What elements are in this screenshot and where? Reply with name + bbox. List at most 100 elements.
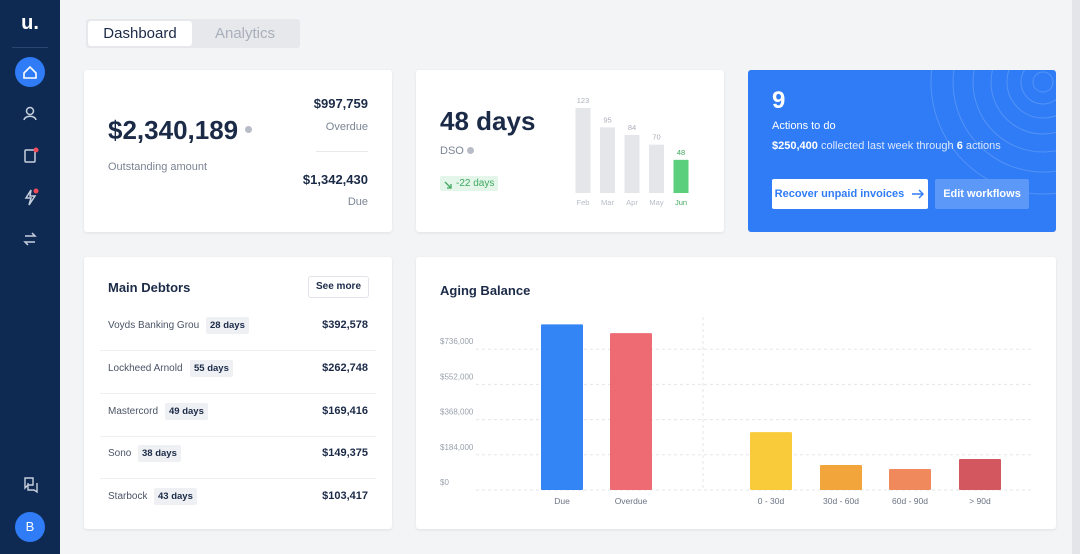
value-label: 84 bbox=[628, 123, 636, 132]
button-label: Recover unpaid invoices bbox=[774, 188, 905, 200]
outstanding-amount: $2,340,189 bbox=[108, 115, 239, 145]
debtor-days: 43 days bbox=[154, 488, 197, 506]
row-divider bbox=[100, 350, 376, 351]
overdue-amount: $997,759 bbox=[313, 96, 368, 111]
aging-card: Aging Balance bbox=[416, 257, 1056, 529]
info-icon[interactable] bbox=[467, 147, 474, 154]
summary-text: collected last week through bbox=[820, 140, 954, 152]
arrow-icon bbox=[444, 181, 452, 189]
due-label: Due bbox=[347, 196, 368, 208]
due-amount: $1,342,430 bbox=[302, 172, 368, 187]
badge bbox=[33, 147, 39, 153]
bar bbox=[820, 465, 862, 490]
decor-rings bbox=[930, 70, 1056, 195]
invoice-icon[interactable] bbox=[24, 149, 36, 163]
divider bbox=[316, 151, 368, 152]
tab-bar: Dashboard Analytics bbox=[86, 19, 300, 48]
value-label: 70 bbox=[652, 133, 660, 142]
dso-chart: 123 Feb 95 Mar 84 Apr 70 May 48 Jun bbox=[575, 96, 689, 207]
x-tick-label: May bbox=[649, 198, 663, 207]
bar bbox=[750, 432, 792, 490]
debtor-name: Starbock bbox=[108, 491, 148, 503]
tab[interactable]: Dashboard bbox=[88, 21, 192, 46]
value-label: 48 bbox=[677, 148, 685, 157]
avatar[interactable]: B bbox=[15, 512, 45, 542]
value-label: 95 bbox=[603, 115, 611, 124]
nav-icons bbox=[15, 57, 45, 246]
debtor-row[interactable]: Mastercord 49 days $169,416 bbox=[108, 402, 368, 423]
y-tick-label: $736,000 bbox=[440, 337, 474, 346]
debtor-amount: $103,417 bbox=[322, 490, 368, 503]
see-more-button[interactable]: See more bbox=[308, 276, 369, 298]
bar bbox=[959, 459, 1001, 490]
user-icon[interactable] bbox=[25, 106, 35, 116]
value-label: 123 bbox=[577, 96, 590, 105]
dso-label: DSO bbox=[440, 145, 464, 157]
x-tick-label: Due bbox=[554, 496, 570, 506]
debtor-days: 49 days bbox=[165, 402, 208, 420]
bar bbox=[610, 333, 652, 490]
brand-logo[interactable]: u. bbox=[21, 12, 39, 34]
x-tick-label: > 90d bbox=[969, 496, 991, 506]
divider bbox=[12, 47, 48, 48]
summary-amount: $250,400 bbox=[772, 140, 818, 152]
home-glyph bbox=[23, 65, 37, 79]
debtor-amount: $149,375 bbox=[322, 447, 368, 460]
x-tick-label: Feb bbox=[577, 198, 590, 207]
x-tick-label: 30d - 60d bbox=[823, 496, 859, 506]
sidebar: u. B bbox=[0, 0, 60, 554]
debtor-name: Sono bbox=[108, 448, 132, 460]
chat-icon[interactable] bbox=[0, 474, 60, 494]
badge bbox=[33, 188, 39, 194]
bolt-icon[interactable] bbox=[24, 189, 37, 206]
debtor-row[interactable]: Sono 38 days $149,375 bbox=[108, 445, 368, 465]
summary-count: 6 bbox=[956, 140, 963, 152]
debtor-days: 55 days bbox=[190, 359, 233, 377]
home-icon[interactable] bbox=[15, 57, 45, 87]
debtor-row[interactable]: Voyds Banking Group 28 days $392,578 bbox=[108, 317, 368, 337]
bar bbox=[600, 127, 615, 193]
transfer-icon[interactable] bbox=[23, 232, 37, 246]
actions-card: 9 Actions to do $250,400 collected last … bbox=[748, 70, 1056, 232]
row-divider bbox=[100, 435, 376, 437]
actions-label: Actions to do bbox=[772, 120, 836, 132]
arrow-icon bbox=[912, 189, 925, 199]
outstanding-card: $2,340,189 Outstanding amount $997,759 O… bbox=[84, 70, 392, 232]
actions-count: 9 bbox=[772, 87, 786, 114]
edit-workflows-button[interactable]: Edit workflows bbox=[935, 179, 1029, 209]
dso-value: 48 days bbox=[440, 106, 536, 136]
dso-change: -22 days bbox=[440, 176, 499, 191]
info-icon[interactable] bbox=[245, 126, 252, 133]
y-tick-label: $552,000 bbox=[440, 372, 474, 381]
summary-text: actions bbox=[965, 140, 1001, 152]
aging-title: Aging Balance bbox=[440, 283, 531, 298]
x-tick-label: Mar bbox=[601, 198, 614, 207]
bar bbox=[649, 144, 664, 193]
scrollbar[interactable] bbox=[1072, 0, 1080, 554]
row-divider bbox=[100, 478, 376, 480]
bar bbox=[889, 469, 931, 490]
debtor-name: Voyds Banking Group bbox=[108, 320, 199, 331]
bar bbox=[624, 134, 640, 193]
debtor-amount: $262,748 bbox=[322, 361, 368, 374]
aging-chart: $0 $184,000 $368,000 $552,000 $736,000 Due Ove… bbox=[440, 317, 1031, 506]
recover-button[interactable]: Recover unpaid invoices bbox=[772, 179, 928, 209]
debtor-row[interactable]: Starbock 43 days $103,417 bbox=[108, 488, 368, 508]
overdue-label: Overdue bbox=[325, 121, 368, 133]
actions-summary: $250,400 collected last week through 6 a… bbox=[772, 140, 1001, 152]
bar bbox=[575, 108, 591, 193]
y-tick-label: $368,000 bbox=[440, 408, 474, 417]
debtor-row[interactable]: Lockheed Arnold 55 days $262,748 bbox=[108, 359, 368, 380]
debtor-amount: $169,416 bbox=[322, 404, 368, 417]
x-tick-label: Apr bbox=[626, 198, 638, 207]
y-tick-label: $184,000 bbox=[440, 443, 474, 452]
row-divider bbox=[100, 392, 376, 394]
tab[interactable]: Analytics bbox=[214, 25, 276, 42]
debtors-title: Main Debtors bbox=[108, 280, 191, 295]
x-tick-label: Jun bbox=[675, 198, 687, 207]
debtor-amount: $392,578 bbox=[322, 319, 368, 331]
debtor-days: 28 days bbox=[206, 317, 249, 334]
x-tick-label: 60d - 90d bbox=[892, 496, 928, 506]
bar bbox=[541, 324, 583, 490]
